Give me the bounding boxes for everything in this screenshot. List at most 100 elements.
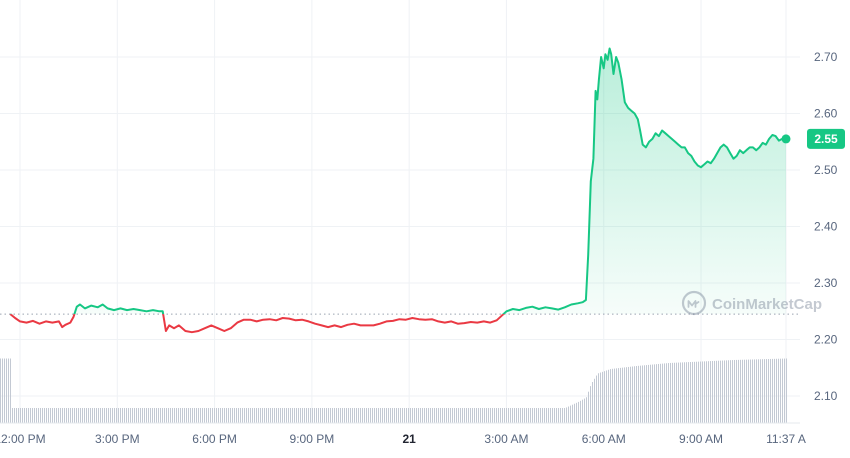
volume-bar <box>344 408 345 423</box>
volume-bar <box>404 408 405 423</box>
volume-bar <box>496 408 497 423</box>
volume-bar <box>664 363 665 423</box>
volume-bar <box>92 408 93 423</box>
volume-bar <box>770 358 771 423</box>
price-series[interactable] <box>9 47 786 334</box>
volume-bar <box>406 408 407 423</box>
volume-bar <box>162 408 163 423</box>
volume-bar <box>378 408 379 423</box>
volume-bar <box>500 408 501 423</box>
volume-bar <box>684 362 685 423</box>
volume-bar <box>718 360 719 423</box>
volume-bar <box>98 408 99 423</box>
volume-bar <box>476 408 477 423</box>
volume-bar <box>14 408 15 423</box>
current-price-marker <box>781 134 791 144</box>
volume-bar <box>314 408 315 423</box>
volume-bar <box>776 358 777 423</box>
volume-bar <box>644 365 645 423</box>
volume-bar <box>588 391 589 423</box>
volume-bar <box>24 408 25 423</box>
volume-bar <box>156 408 157 423</box>
volume-bar <box>600 372 601 423</box>
volume-bar <box>364 408 365 423</box>
volume-bar <box>400 408 401 423</box>
volume-bar <box>34 408 35 423</box>
volume-bar <box>348 408 349 423</box>
volume-bar <box>286 408 287 423</box>
volume-bar <box>408 408 409 423</box>
price-line-down[interactable] <box>9 49 786 334</box>
price-line-up[interactable] <box>10 47 786 333</box>
volume-bar <box>650 364 651 423</box>
volume-bar <box>6 358 7 423</box>
volume-bar <box>738 359 739 423</box>
volume-bar <box>18 408 19 423</box>
volume-bar <box>646 365 647 423</box>
volume-bar <box>152 408 153 423</box>
volume-bar <box>282 408 283 423</box>
y-axis: 2.10 2.20 2.30 2.40 2.50 2.60 2.70 <box>814 50 838 403</box>
volume-bar <box>612 368 613 423</box>
volume-bar <box>234 408 235 423</box>
volume-bar <box>576 402 577 423</box>
volume-bar <box>10 358 11 423</box>
volume-bar <box>768 359 769 423</box>
volume-bar <box>628 366 629 423</box>
volume-bar <box>80 408 81 423</box>
volume-bar <box>318 408 319 423</box>
volume-bar <box>270 408 271 423</box>
volume-bar <box>402 408 403 423</box>
volume-bar <box>580 400 581 423</box>
volume-bar <box>748 359 749 423</box>
volume-bar <box>540 408 541 423</box>
volume-bar <box>762 359 763 423</box>
volume-bar <box>654 364 655 423</box>
volume-bar <box>430 408 431 423</box>
x-tick-label: 12:00 PM <box>0 432 46 446</box>
volume-bar <box>306 408 307 423</box>
volume-bar <box>332 408 333 423</box>
volume-bar <box>606 370 607 423</box>
volume-bar <box>764 359 765 423</box>
volume-bar <box>414 408 415 423</box>
volume-bar <box>716 360 717 423</box>
volume-bar <box>190 408 191 423</box>
volume-bar <box>464 408 465 423</box>
volume-bar <box>604 371 605 423</box>
volume-bar <box>704 361 705 423</box>
volume-bar <box>676 362 677 423</box>
x-tick-label: 6:00 PM <box>192 432 237 446</box>
volume-bar <box>698 361 699 423</box>
volume-bar <box>274 408 275 423</box>
volume-bar <box>320 408 321 423</box>
volume-bar <box>498 408 499 423</box>
volume-bar <box>452 408 453 423</box>
volume-bar <box>508 408 509 423</box>
volume-bar <box>528 408 529 423</box>
volume-bar <box>480 408 481 423</box>
volume-bar <box>652 364 653 423</box>
x-tick-label: 3:00 PM <box>95 432 140 446</box>
volume-bar <box>26 408 27 423</box>
volume-bar <box>772 358 773 423</box>
volume-bar <box>454 408 455 423</box>
volume-bar <box>94 408 95 423</box>
volume-bar <box>396 408 397 423</box>
volume-bar <box>164 408 165 423</box>
volume-bar <box>168 408 169 423</box>
volume-bar <box>312 408 313 423</box>
volume-bar <box>228 408 229 423</box>
volume-bar <box>336 408 337 423</box>
volume-bar <box>326 408 327 423</box>
volume-bar <box>624 367 625 423</box>
volume-bar <box>182 408 183 423</box>
volume-bar <box>392 408 393 423</box>
volume-bar <box>708 361 709 423</box>
volume-bar <box>266 408 267 423</box>
volume-bar <box>28 408 29 423</box>
volume-bar <box>176 408 177 423</box>
volume-bar <box>218 408 219 423</box>
volume-bar <box>482 408 483 423</box>
